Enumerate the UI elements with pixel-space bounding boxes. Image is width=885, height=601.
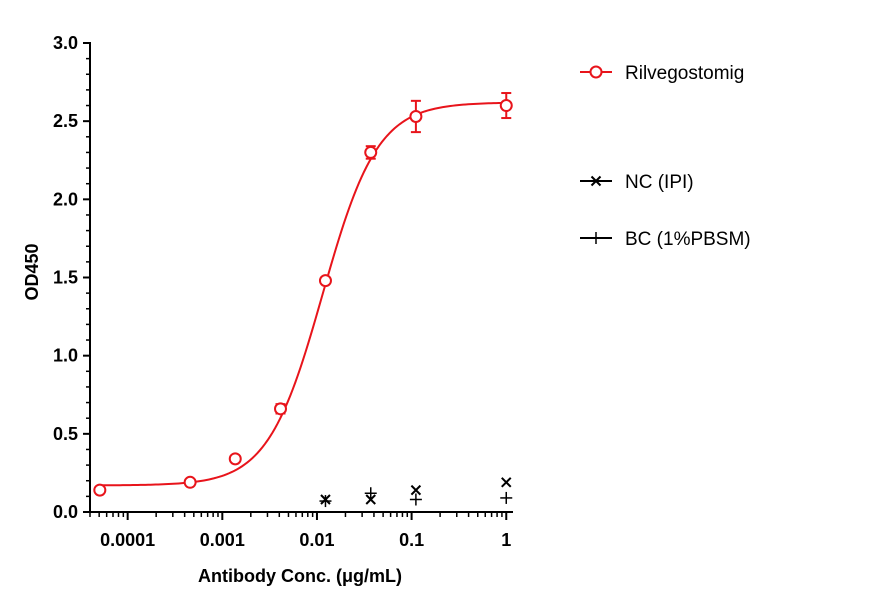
y-tick-label: 0.0: [53, 502, 78, 522]
legend-label: NC (IPI): [625, 172, 694, 193]
x-tick-label: 0.1: [399, 530, 424, 550]
y-tick-label: 3.0: [53, 33, 78, 53]
data-point-circle: [318, 274, 332, 288]
x-tick-label: 1: [501, 530, 511, 550]
x-tick-label: 0.0001: [100, 530, 155, 550]
data-point-circle: [274, 402, 288, 416]
data-point-plus: [500, 491, 513, 504]
y-tick-label: 2.0: [53, 189, 78, 209]
y-tick-label: 2.5: [53, 111, 78, 131]
x-axis-title: Antibody Conc. (μg/mL): [198, 566, 402, 586]
data-point-plus: [319, 495, 332, 508]
fit-curve: [99, 101, 507, 487]
data-point-x: [410, 484, 422, 496]
data-point-circle: [364, 145, 378, 159]
data-point-plus: [364, 487, 377, 500]
data-point-circle: [499, 99, 513, 113]
data-marks: [93, 92, 513, 508]
legend-label: BC (1%PBSM): [625, 229, 751, 250]
data-point-circle: [409, 109, 423, 123]
data-point-circle: [228, 452, 242, 466]
data-point-x: [365, 494, 376, 505]
legend-item: NC (IPI): [580, 172, 694, 193]
legend-marker: [590, 232, 602, 244]
x-tick-label: 0.001: [200, 530, 245, 550]
y-tick-label: 1.0: [53, 346, 78, 366]
x-tick-label: 0.01: [299, 530, 334, 550]
y-tick-label: 0.5: [53, 424, 78, 444]
data-point-x: [501, 477, 512, 488]
legend: Rilvegostomig NC (IPI) BC (1%PBSM): [580, 63, 751, 250]
legend-item: Rilvegostomig: [580, 63, 744, 84]
y-axis-title: OD450: [22, 243, 42, 300]
legend-marker: [590, 175, 602, 187]
data-point-circle: [183, 475, 197, 489]
data-point-circle: [93, 483, 107, 497]
axes: 0.0 0.5 1.0 1.5 2.0 2.5 3.0 0.0001 0.001 0.01 0.1 1: [53, 33, 513, 550]
legend-item: BC (1%PBSM): [580, 229, 751, 250]
fit-curves: [99, 101, 507, 487]
y-tick-label: 1.5: [53, 268, 78, 288]
legend-label: Rilvegostomig: [625, 63, 744, 84]
data-point-plus: [409, 493, 422, 506]
legend-marker: [589, 65, 603, 79]
